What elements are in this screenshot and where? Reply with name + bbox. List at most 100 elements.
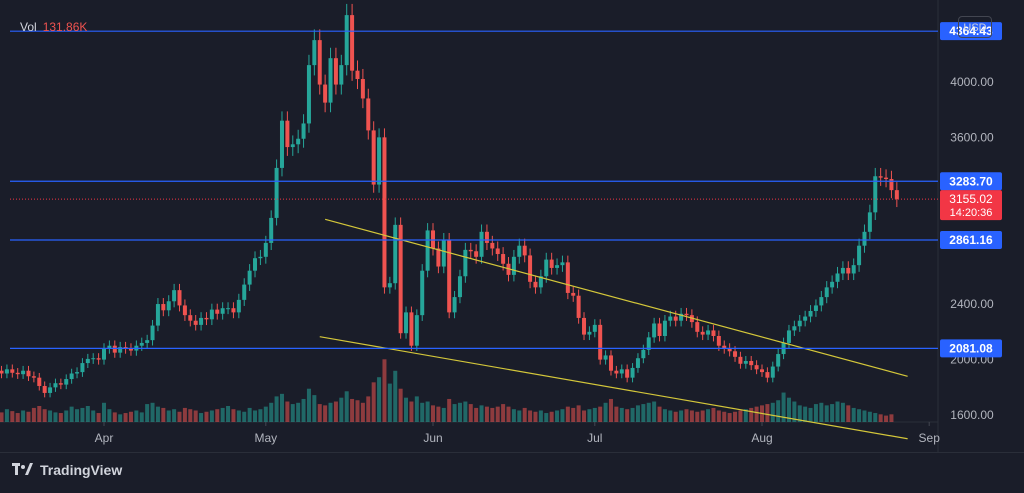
candle-body [150,325,155,341]
volume-bar [333,401,338,422]
volume-bar [625,409,630,422]
volume-bar [80,407,85,422]
volume-bar [355,400,360,422]
volume-bar [296,402,301,422]
volume-bar [209,410,214,422]
candle-body [274,167,279,218]
volume-bar [441,407,446,422]
volume-bar [544,413,549,422]
volume-bar [75,409,80,422]
volume-bar [242,411,247,422]
volume-bar [495,406,500,422]
volume-bar [350,398,355,422]
volume-bar [409,401,414,422]
volume-bar [727,413,732,422]
volume-bar [862,410,867,422]
tradingview-logo[interactable]: TradingView [12,462,122,478]
candle-body [889,179,894,191]
volume-bar [236,410,241,422]
candle-body [738,356,743,364]
volume-bar [457,402,462,422]
candle-body [571,292,576,296]
volume-bar [37,406,42,422]
candle-body [463,249,468,277]
volume-label: Vol [20,20,37,34]
candle-body [328,58,333,103]
volume-bar [679,410,684,422]
volume-bar [598,406,603,422]
volume-bar [290,404,295,422]
footer-bar [0,452,1024,493]
candle-body [749,360,754,366]
candle-body [754,365,759,370]
candle-body [80,363,85,373]
candle-body [85,358,90,364]
candle-body [436,248,441,267]
candle-body [695,322,700,332]
candle-body [808,310,813,317]
volume-bar [662,409,667,422]
y-tick-label: 2400.00 [950,297,994,311]
currency-button[interactable]: USD [958,16,992,38]
volume-bar [743,409,748,422]
volume-bar [64,410,69,422]
candle-body [344,15,349,66]
volume-bar [306,388,311,422]
volume-bar [641,404,646,422]
candle-body [716,335,721,346]
volume-bar [150,402,155,422]
candle-body [452,297,457,313]
volume-bar [716,410,721,422]
candle-body [560,262,565,266]
candle-body [668,316,673,321]
candle-body [679,313,684,321]
volume-bar [684,409,689,422]
candle-body [226,308,231,310]
y-tick-label: 4000.00 [950,75,994,89]
candle-body [641,349,646,359]
current-price-badge [940,190,1002,221]
candle-body [765,372,770,378]
countdown-label: 14:20:36 [950,207,993,219]
volume-bar [819,402,824,422]
candle-body [409,312,414,346]
candle-body [279,120,284,168]
volume-bar [587,409,592,422]
candle-body [544,259,549,277]
candle-body [247,270,252,285]
volume-bar [840,402,845,422]
volume-bar [673,411,678,422]
candle-body [161,304,166,311]
candle-body [457,276,462,298]
candle-body [490,242,495,249]
volume-bar [571,407,576,422]
candle-body [733,351,738,357]
volume-bar [247,407,252,422]
volume-bar [220,407,225,422]
volume-bar [652,401,657,422]
candle-body [441,240,446,267]
volume-bar [463,401,468,422]
candle-body [776,354,781,367]
candle-body [139,342,144,346]
candle-body [48,387,53,393]
candle-body [576,295,581,318]
candle-body [830,281,835,288]
candle-body [306,65,311,124]
candle-body [549,259,554,268]
volume-bar [215,409,220,422]
volume-bar [134,410,139,422]
volume-bar [323,405,328,422]
candle-body [635,358,640,368]
price-level-badge [940,22,1002,41]
volume-bar [619,407,624,422]
volume-bar [803,406,808,422]
candle-body [26,370,31,377]
volume-bar [851,407,856,422]
candle-body [608,355,613,371]
current-price-label: 3155.02 [949,192,993,206]
volume-bar [431,405,435,422]
volume-bar [867,411,872,422]
